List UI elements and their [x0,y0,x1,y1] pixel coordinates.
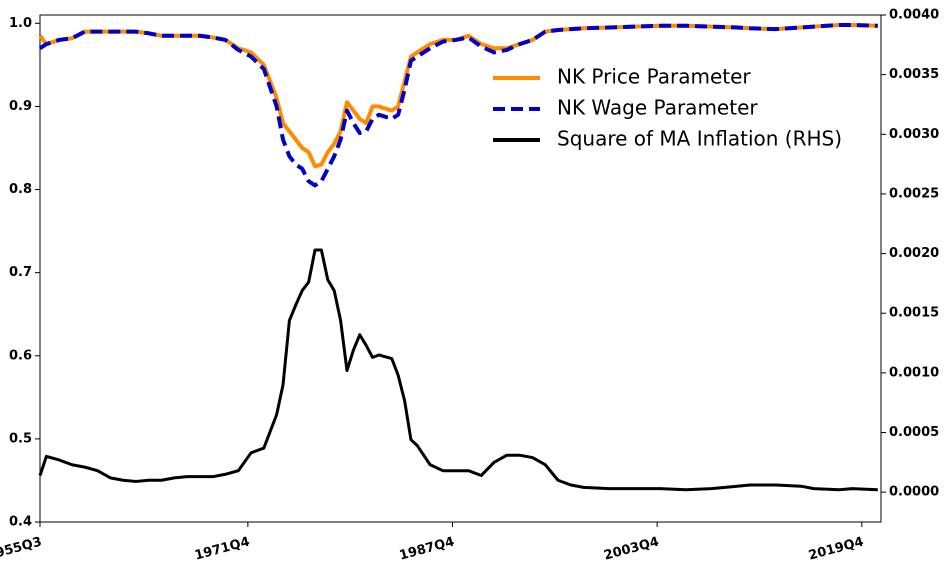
y-tick-label: 0.5 [9,431,32,446]
y2-tick-label: 0.0000 [889,485,939,500]
y2-tick-label: 0.0015 [889,306,939,321]
plot-frame [39,14,882,523]
x-tick-label: 2003Q4 [602,535,660,564]
y-tick-label: 0.6 [9,348,32,363]
x-tick-label: 1987Q4 [398,535,456,564]
y-tick-label: 0.7 [9,265,32,280]
y2-tick-label: 0.0010 [889,365,939,380]
x-tick-label: 1955Q3 [0,535,43,564]
y-tick-label: 0.8 [9,182,32,197]
legend-label: Square of MA Inflation (RHS) [557,127,842,151]
x-tick-label: 2019Q4 [807,535,865,564]
y2-tick-label: 0.0030 [889,127,939,142]
series-line [38,248,878,492]
y2-tick-label: 0.0025 [889,186,939,201]
y-tick-label: 0.9 [9,99,32,114]
y2-tick-label: 0.0020 [889,246,939,261]
series-line [38,22,878,188]
y-tick-label: 1.0 [9,16,32,31]
legend-label: NK Wage Parameter [557,96,758,120]
y2-tick-label: 0.0005 [889,425,939,440]
y2-tick-label: 0.0035 [889,67,939,82]
y-tick-label: 0.4 [9,515,32,530]
legend-label: NK Price Parameter [557,65,751,89]
y2-tick-label: 0.0040 [889,8,939,23]
x-tick-label: 1971Q4 [193,535,251,564]
